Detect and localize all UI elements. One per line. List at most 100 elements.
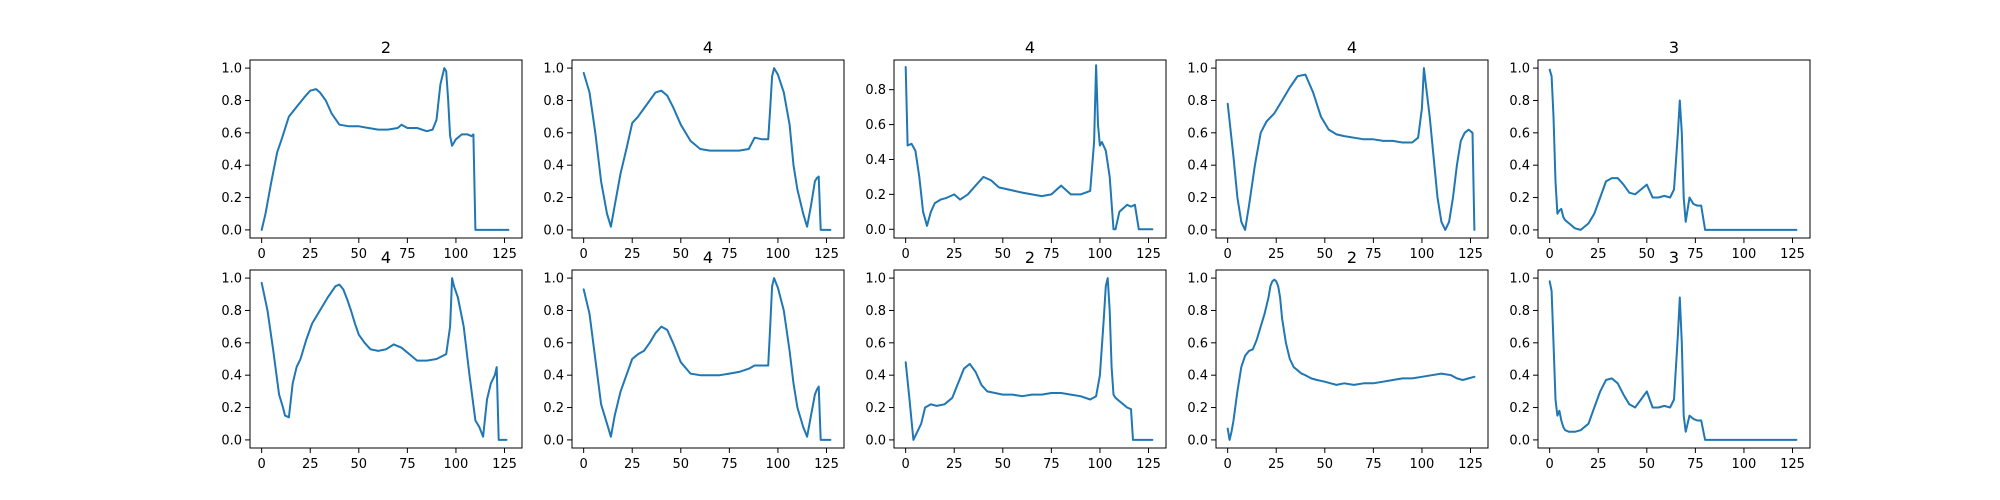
x-tick-label: 50: [673, 457, 690, 472]
x-tick-label: 25: [624, 247, 641, 262]
axes-frame: [1215, 59, 1489, 239]
y-tick-label: 1.0: [543, 272, 564, 287]
subplot-title: 2: [381, 38, 391, 57]
x-tick-label: 0: [580, 247, 588, 262]
subplot-title: 4: [381, 248, 391, 267]
y-tick-label: 0.4: [543, 159, 564, 174]
y-tick-label: 0.2: [1509, 191, 1530, 206]
x-tick-label: 100: [1410, 457, 1435, 472]
series-line: [904, 277, 1154, 441]
series-line: [1548, 68, 1798, 231]
y-tick-label: 0.6: [1509, 336, 1530, 351]
x-tick-label: 125: [1780, 457, 1805, 472]
x-tick-label: 100: [1088, 247, 1113, 262]
y-tick-label: 0.2: [865, 188, 886, 203]
x-tick-label: 0: [902, 247, 910, 262]
y-tick-label: 0.2: [1187, 401, 1208, 416]
x-tick-label: 75: [1365, 247, 1382, 262]
y-tick-label: 0.8: [221, 304, 242, 319]
x-tick-label: 125: [492, 457, 517, 472]
series-line: [260, 277, 508, 441]
x-tick-label: 50: [1317, 457, 1334, 472]
x-tick-label: 25: [624, 457, 641, 472]
series-line: [260, 67, 510, 231]
x-tick-label: 0: [258, 457, 266, 472]
x-tick-label: 0: [902, 457, 910, 472]
axes-frame: [249, 59, 523, 239]
y-tick-label: 0.0: [865, 223, 886, 238]
axes-frame: [571, 59, 845, 239]
y-tick-label: 0.6: [221, 126, 242, 141]
x-tick-label: 125: [814, 457, 839, 472]
x-tick-label: 25: [1590, 247, 1607, 262]
y-tick-label: 0.6: [865, 118, 886, 133]
y-tick-label: 0.2: [1509, 401, 1530, 416]
x-tick-label: 25: [946, 457, 963, 472]
x-tick-label: 125: [1780, 247, 1805, 262]
subplot-title: 4: [1025, 38, 1035, 57]
series-line: [1226, 67, 1476, 231]
y-tick-label: 0.8: [1187, 304, 1208, 319]
y-tick-label: 0.4: [865, 369, 886, 384]
series-line: [1226, 278, 1476, 441]
y-tick-label: 0.6: [1509, 126, 1530, 141]
subplot-title: 2: [1025, 248, 1035, 267]
x-tick-label: 0: [1224, 457, 1232, 472]
subplot-8: 0 25 50 75 100 125 0.0 0.2 0.4 0.6 0.8 1.0 2: [865, 248, 1167, 472]
y-tick-label: 0.0: [543, 433, 564, 448]
axes-frame: [1537, 269, 1811, 449]
y-tick-label: 1.0: [865, 272, 886, 287]
x-tick-label: 125: [492, 247, 517, 262]
y-tick-label: 1.0: [1509, 272, 1530, 287]
axes-frame: [893, 59, 1167, 239]
x-tick-label: 0: [258, 247, 266, 262]
y-tick-label: 1.0: [1509, 62, 1530, 77]
subplot-title: 2: [1347, 248, 1357, 267]
y-tick-label: 0.8: [221, 94, 242, 109]
subplot-5: 0 25 50 75 100 125 0.0 0.2 0.4 0.6 0.8 1.0 3: [1509, 38, 1811, 262]
y-tick-label: 0.8: [543, 304, 564, 319]
y-tick-label: 0.0: [1509, 223, 1530, 238]
y-tick-label: 0.4: [1509, 159, 1530, 174]
x-tick-label: 125: [1136, 457, 1161, 472]
y-tick-label: 0.0: [543, 223, 564, 238]
y-tick-label: 1.0: [221, 272, 242, 287]
subplot-7: 0 25 50 75 100 125 0.0 0.2 0.4 0.6 0.8 1.0 4: [543, 248, 845, 472]
x-tick-label: 25: [1268, 247, 1285, 262]
series-line: [1548, 280, 1798, 441]
series-line: [582, 67, 832, 231]
y-tick-label: 0.2: [221, 191, 242, 206]
subplot-9: 0 25 50 75 100 125 0.0 0.2 0.4 0.6 0.8 1.0 2: [1187, 248, 1489, 472]
x-tick-label: 125: [1458, 247, 1483, 262]
y-tick-label: 0.4: [543, 369, 564, 384]
x-tick-label: 75: [1365, 457, 1382, 472]
y-tick-label: 0.0: [221, 223, 242, 238]
y-tick-label: 0.2: [543, 191, 564, 206]
x-tick-label: 75: [1687, 247, 1704, 262]
subplot-1: 0 25 50 75 100 125 0.0 0.2 0.4 0.6 0.8 1.0 2: [221, 38, 523, 262]
axes-frame: [571, 269, 845, 449]
x-tick-label: 0: [580, 457, 588, 472]
y-tick-label: 0.4: [865, 153, 886, 168]
y-tick-label: 0.8: [1509, 304, 1530, 319]
axes-frame: [249, 269, 523, 449]
y-tick-label: 0.0: [1187, 223, 1208, 238]
x-tick-label: 50: [1317, 247, 1334, 262]
y-tick-label: 0.8: [1509, 94, 1530, 109]
y-tick-label: 0.0: [865, 433, 886, 448]
x-tick-label: 75: [1043, 457, 1060, 472]
x-tick-label: 50: [1639, 457, 1656, 472]
x-tick-label: 125: [1136, 247, 1161, 262]
axes-frame: [1537, 59, 1811, 239]
y-tick-label: 0.6: [1187, 126, 1208, 141]
y-tick-label: 0.4: [1509, 369, 1530, 384]
y-tick-label: 1.0: [543, 62, 564, 77]
series-line: [904, 64, 1154, 231]
y-tick-label: 0.4: [221, 369, 242, 384]
x-tick-label: 50: [995, 247, 1012, 262]
x-tick-label: 50: [1639, 247, 1656, 262]
y-tick-label: 0.0: [1187, 433, 1208, 448]
x-tick-label: 100: [766, 457, 791, 472]
y-tick-label: 0.2: [865, 401, 886, 416]
